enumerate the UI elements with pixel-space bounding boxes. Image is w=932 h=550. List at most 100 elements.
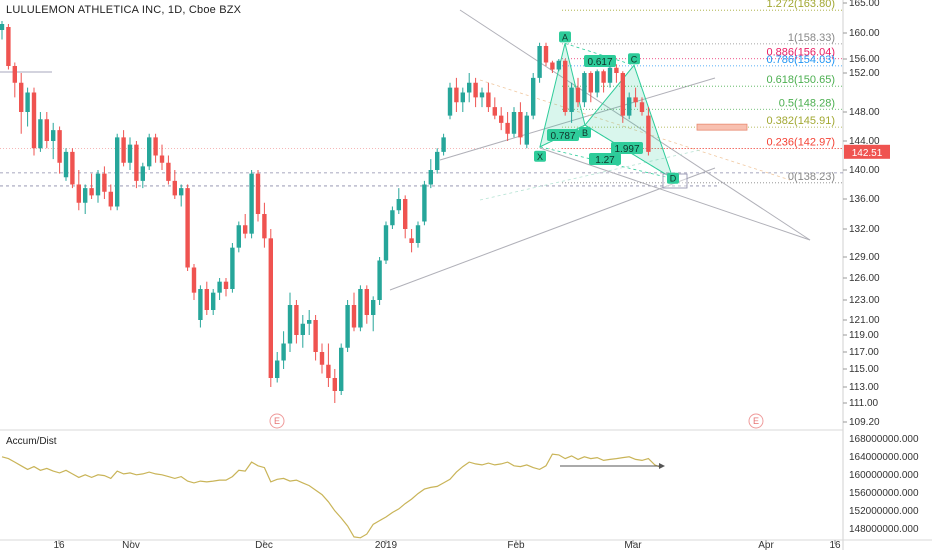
last-price-badge	[844, 144, 890, 159]
y-tick-label: 152.00	[849, 68, 880, 79]
candle-body	[275, 360, 280, 378]
y-tick-label: 132.00	[849, 224, 880, 235]
channel-line	[539, 147, 811, 241]
pattern-ratio-badge	[611, 142, 643, 154]
candle-body	[313, 320, 318, 352]
candle-body	[467, 82, 472, 93]
candle-body	[185, 188, 190, 268]
y-tick-label: 140.00	[849, 165, 880, 176]
candle-body	[479, 92, 485, 98]
ad-y-tick-label: 160000000.000	[849, 470, 919, 481]
candle-body	[0, 24, 5, 30]
candle-body	[230, 247, 235, 289]
candle-body	[83, 188, 88, 203]
candle-body	[191, 267, 197, 293]
candle-body	[332, 378, 337, 391]
candle-body	[563, 60, 568, 112]
pattern-ratio-badge	[589, 153, 621, 165]
candle-body	[76, 184, 81, 203]
candle-body	[134, 144, 139, 181]
ad-arrow-head	[659, 463, 665, 469]
y-tick-label: 119.00	[849, 330, 879, 341]
candle-body	[38, 119, 43, 149]
candle-body	[537, 46, 542, 78]
candle-body	[486, 92, 491, 108]
x-tick-label: 16	[829, 540, 841, 550]
candle-body	[172, 180, 177, 196]
candle-body	[115, 137, 120, 207]
y-tick-label: 148.00	[849, 107, 880, 118]
candle-body	[633, 97, 638, 103]
pattern-point-badge	[579, 127, 591, 139]
candle-body	[492, 107, 497, 116]
pattern-point-label: A	[562, 32, 568, 42]
y-tick-label: 117.00	[849, 347, 879, 358]
x-tick-label: 16	[53, 540, 65, 550]
y-tick-label: 113.00	[849, 382, 879, 393]
fib-level-label: 0.886(156.04)	[767, 47, 836, 59]
candle-body	[44, 119, 49, 141]
projection-line	[479, 149, 701, 201]
earnings-marker-label: E	[274, 416, 280, 426]
pattern-ratio-badge	[584, 55, 616, 67]
channel-line	[439, 77, 716, 161]
candle-body	[447, 87, 453, 116]
candle-body	[249, 173, 254, 234]
candle-body	[607, 67, 613, 83]
candle-body	[422, 184, 427, 222]
earnings-marker	[269, 413, 285, 429]
pattern-point-label: C	[631, 54, 638, 64]
pattern-bd	[584, 124, 674, 180]
ad-line	[1, 453, 662, 539]
candle-body	[31, 92, 37, 149]
candle-body	[351, 305, 357, 328]
y-tick-label: 129.00	[849, 252, 880, 263]
candle-body	[25, 92, 30, 112]
candle-body	[390, 210, 395, 226]
y-tick-label: 165.00	[849, 0, 880, 9]
candle-body	[511, 112, 517, 134]
candle-body	[6, 27, 11, 66]
fib-level-label: 1.272(163.80)	[767, 0, 836, 10]
candle-body	[166, 162, 171, 181]
y-tick-label: 121.00	[849, 315, 880, 326]
pattern-point-label: B	[582, 128, 588, 138]
pattern-ratio-label: 1.997	[614, 144, 639, 155]
candle-body	[179, 188, 184, 196]
candle-body	[569, 87, 574, 112]
candle-body	[326, 364, 331, 378]
y-tick-label: 115.00	[849, 364, 879, 375]
candle-body	[159, 155, 165, 163]
x-tick-label: Mar	[624, 540, 642, 550]
candle-body	[51, 130, 56, 141]
candle-body	[646, 115, 651, 152]
candle-body	[620, 73, 625, 116]
fib-level-label: 0.236(142.97)	[767, 136, 836, 148]
last-price-value: 142.51	[852, 148, 883, 159]
candle-body	[63, 151, 69, 178]
candle-body	[441, 137, 446, 152]
pattern-point-badge	[559, 31, 571, 43]
candle-body	[454, 87, 459, 103]
candle-body	[127, 144, 133, 163]
candle-body	[95, 173, 101, 196]
fib-level-label: 0.786(154.03)	[767, 54, 836, 66]
candle-body	[102, 173, 107, 192]
indicator-label: Accum/Dist	[6, 436, 57, 447]
fib-level-label: 0.382(145.91)	[767, 115, 836, 127]
pattern-ratio-label: 1.27	[595, 155, 615, 166]
candle-body	[409, 238, 414, 243]
pattern-ratio-badge	[547, 129, 579, 141]
x-tick-label: 2019	[375, 540, 398, 550]
y-tick-label: 123.00	[849, 295, 880, 306]
pattern-point-badge	[534, 150, 546, 162]
ad-y-tick-label: 164000000.000	[849, 452, 919, 463]
y-tick-label: 126.00	[849, 273, 880, 284]
y-tick-label: 156.00	[849, 54, 880, 65]
y-tick-label: 144.00	[849, 136, 880, 147]
candle-body	[121, 137, 126, 163]
pattern-point-badge	[628, 53, 640, 65]
candle-body	[499, 115, 504, 123]
x-tick-label: Nov	[122, 540, 140, 550]
